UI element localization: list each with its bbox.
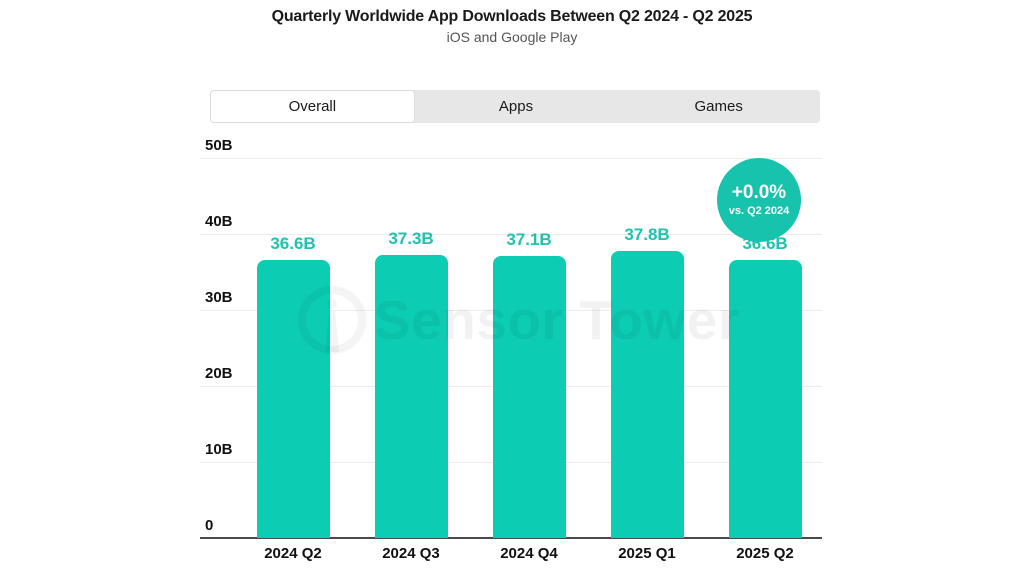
tab-apps[interactable]: Apps xyxy=(498,98,534,115)
bar-2025-q1 xyxy=(610,250,684,538)
x-tick-label: 2025 Q2 xyxy=(736,545,794,562)
x-tick-label: 2025 Q1 xyxy=(618,545,676,562)
y-tick-label: 0 xyxy=(205,517,214,534)
y-tick-label: 50B xyxy=(205,137,233,154)
x-tick-label: 2024 Q4 xyxy=(500,545,558,562)
growth-badge: +0.0% vs. Q2 2024 xyxy=(717,158,801,242)
bar-2025-q2 xyxy=(728,259,802,538)
tab-bar: Overall Apps Games xyxy=(210,90,820,123)
y-tick-label: 10B xyxy=(205,441,233,458)
tab-games[interactable]: Games xyxy=(694,98,743,115)
y-tick-label: 40B xyxy=(205,213,233,230)
chart-subtitle: iOS and Google Play xyxy=(446,29,578,45)
bar-value-label: 37.1B xyxy=(506,230,552,250)
bar-value-label: 37.3B xyxy=(388,228,434,248)
gridline xyxy=(200,234,822,235)
bar-2024-q2 xyxy=(256,259,330,538)
x-tick-label: 2024 Q3 xyxy=(382,545,440,562)
gridline xyxy=(200,158,822,159)
tab-overall[interactable]: Overall xyxy=(210,90,415,123)
bar-value-label: 36.6B xyxy=(270,233,316,253)
bar-value-label: 37.8B xyxy=(624,224,670,244)
x-axis-line xyxy=(200,537,822,539)
y-tick-label: 30B xyxy=(205,289,233,306)
bar-2024-q4 xyxy=(492,256,566,538)
badge-caption: vs. Q2 2024 xyxy=(728,205,790,218)
y-tick-label: 20B xyxy=(205,365,233,382)
badge-delta: +0.0% xyxy=(731,181,787,203)
chart-title: Quarterly Worldwide App Downloads Betwee… xyxy=(271,8,753,25)
bar-2024-q3 xyxy=(374,254,448,538)
x-tick-label: 2024 Q2 xyxy=(264,545,322,562)
